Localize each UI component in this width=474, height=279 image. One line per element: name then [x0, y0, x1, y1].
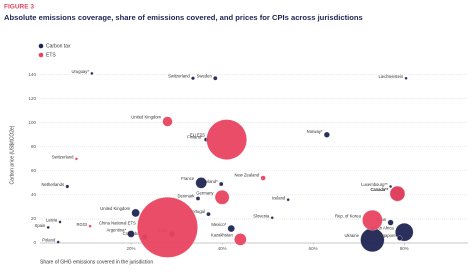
bubble	[191, 76, 195, 81]
bubble	[404, 76, 408, 80]
point-label: Portugal	[189, 209, 205, 214]
y-tick-label: 100	[28, 120, 36, 125]
bubble	[131, 208, 140, 218]
bubble	[270, 216, 274, 220]
point-label: Kazakhstan	[211, 233, 234, 238]
y-tick-label: 40	[31, 192, 37, 197]
point-label: Spain	[35, 223, 46, 228]
bubble	[227, 224, 235, 233]
bubble	[286, 198, 290, 202]
point-label: Finland*	[187, 135, 203, 140]
y-tick-label: 60	[31, 168, 37, 173]
point-label: Switzerland	[52, 155, 74, 160]
x-axis-title: Share of GHG emissions covered in the ju…	[40, 259, 153, 265]
bubble	[56, 240, 60, 244]
bubble	[127, 230, 135, 238]
bubble	[360, 227, 385, 253]
y-axis-title: Carbon price (US$/tCO2e)	[9, 125, 15, 184]
bubble	[206, 119, 247, 160]
bubble	[58, 220, 62, 224]
point-label: EU ETS	[190, 133, 205, 138]
bubble	[195, 196, 201, 201]
point-label: RGGI	[76, 222, 87, 227]
point-label: Germany	[196, 190, 214, 195]
bubble	[387, 219, 394, 226]
point-label: Canada**	[370, 187, 388, 192]
point-label: Rep. of Korea	[335, 213, 362, 218]
bubble	[162, 116, 173, 127]
point-label: United Kingdom	[100, 206, 130, 211]
bubble	[213, 76, 218, 81]
bubble	[74, 157, 78, 161]
bubble	[90, 71, 94, 75]
point-label: France	[181, 176, 195, 181]
x-tick-label: 40%	[218, 246, 227, 251]
point-label: Norway*	[307, 129, 323, 134]
bubble	[397, 235, 403, 241]
bubble	[260, 175, 266, 181]
point-label: Slovenia	[253, 213, 270, 218]
point-label: Denmark	[177, 194, 195, 199]
bubble	[214, 190, 230, 205]
bubble	[323, 131, 330, 138]
point-label: Switzerland	[168, 74, 190, 79]
bubble	[219, 181, 224, 187]
bubble	[88, 224, 92, 228]
point-label: Singapore	[377, 233, 397, 238]
bubble	[46, 225, 50, 229]
y-tick-label: 0	[33, 240, 36, 245]
legend-label: ETS	[46, 52, 56, 58]
y-tick-label: 140	[28, 72, 36, 77]
point-label: Colombia	[123, 231, 141, 236]
bubble	[195, 177, 207, 189]
x-tick-label: 20%	[127, 246, 136, 251]
point-label: Poland	[42, 238, 56, 243]
point-label: Netherlands	[41, 182, 64, 187]
bubble	[234, 233, 247, 246]
point-label: Ireland*	[203, 179, 218, 184]
bubble	[137, 197, 198, 258]
point-label: Luxembourg**	[361, 182, 388, 187]
point-label: Ukraine	[345, 233, 360, 238]
figure-label: FIGURE 3	[4, 4, 34, 11]
legend-swatch	[38, 43, 44, 49]
bubble	[389, 184, 393, 189]
point-label: Mexico*	[211, 222, 226, 227]
x-tick-label: 80%	[400, 246, 409, 251]
y-tick-label: 80	[31, 144, 37, 149]
point-label: Iceland	[272, 195, 286, 200]
y-tick-label: 20	[31, 216, 37, 221]
point-label: United Kingdom	[131, 115, 161, 120]
point-label: Liechtenstein	[378, 74, 403, 79]
chart-title: Absolute emissions coverage, share of em…	[4, 13, 363, 22]
legend-label: Carbon tax	[46, 43, 71, 49]
point-label: Argentina*	[107, 228, 127, 233]
y-tick-label: 120	[28, 96, 36, 101]
point-label: South Africa	[371, 225, 394, 230]
bubble	[65, 184, 70, 189]
point-label: New Zealand	[234, 173, 259, 178]
point-label: Sweden	[197, 73, 213, 78]
x-tick-label: 60%	[309, 246, 318, 251]
legend-swatch	[38, 52, 44, 58]
bubble	[389, 186, 406, 202]
bubble	[362, 209, 383, 231]
point-label: Canada**	[370, 187, 388, 192]
bubble	[206, 211, 211, 217]
point-label: Latvia	[46, 218, 58, 223]
point-label: Uruguay*	[72, 69, 90, 74]
point-label: China National ETS	[99, 220, 136, 225]
